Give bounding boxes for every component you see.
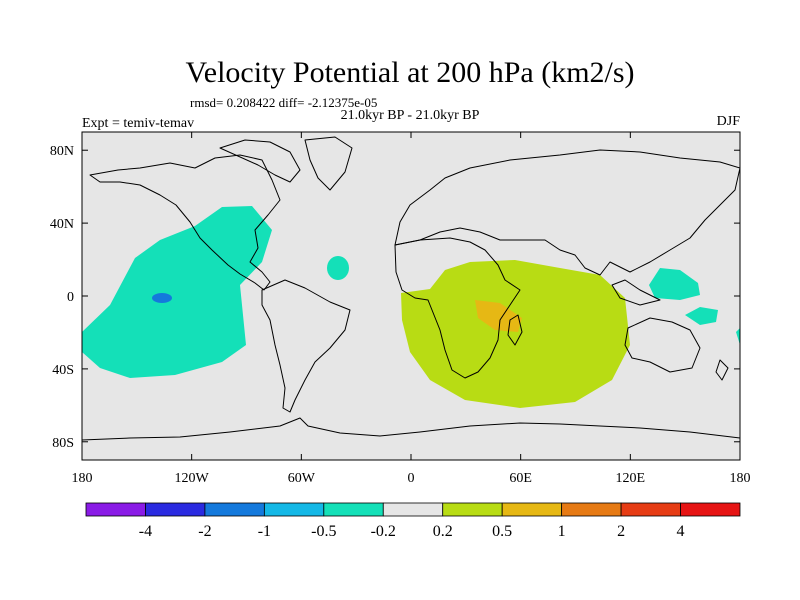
map-panel: 80N 40N 0 40S 80S 180 120W 60W 0 60E 120E 180 (50, 131, 751, 486)
lon-tick-label: 120E (616, 471, 646, 486)
colorbar-swatch (323, 502, 384, 517)
colorbar-label: 0.2 (433, 523, 453, 540)
coastlines (82, 136, 740, 441)
stats-label: rmsd= 0.208422 diff= -2.12375e-05 (190, 95, 377, 110)
colorbar-swatch (204, 502, 265, 517)
contour-positive-indian (401, 260, 630, 408)
colorbar-label: -0.5 (311, 523, 336, 540)
contour-negative-core (152, 293, 172, 303)
colorbar-swatch (145, 502, 206, 517)
lon-tick-label: 0 (408, 471, 415, 486)
lat-tick-label: 80N (50, 144, 74, 159)
colorbar-swatch (442, 502, 503, 517)
lat-axis: 80N 40N 0 40S 80S (50, 144, 740, 451)
lat-tick-label: 0 (67, 290, 74, 305)
africa-coast (394, 237, 521, 379)
maritime-continent-coast (611, 279, 661, 306)
new-zealand-coast (715, 359, 729, 381)
colorbar-label: 2 (617, 523, 625, 540)
lat-tick-label: 80S (52, 436, 74, 451)
australia-coast (624, 317, 701, 373)
contour-negative-westpacific-2 (685, 307, 718, 325)
south-america-coast (261, 279, 351, 413)
colorbar-swatch (680, 502, 741, 517)
period-label: 21.0kyr BP - 21.0kyr BP (341, 108, 480, 123)
contour-negative-edge (736, 328, 740, 345)
lon-tick-label: 60W (288, 471, 316, 486)
lon-axis: 180 120W 60W 0 60E 120E 180 (72, 132, 751, 486)
lon-tick-label: 180 (730, 471, 751, 486)
colorbar-label: -1 (258, 523, 271, 540)
colorbar-label: -2 (198, 523, 211, 540)
lon-tick-label: 60E (509, 471, 532, 486)
colorbar-swatch (620, 502, 681, 517)
lon-tick-label: 180 (72, 471, 93, 486)
lat-tick-label: 40S (52, 363, 74, 378)
greenland-coast (304, 136, 353, 191)
colorbar-label: 0.5 (492, 523, 512, 540)
contour-positive-core (475, 300, 522, 332)
eurasia-coast (394, 149, 740, 276)
antarctica-coast (82, 417, 740, 441)
colorbar-label: 4 (677, 523, 685, 540)
colorbar-swatch (561, 502, 622, 517)
lat-tick-label: 40N (50, 217, 74, 232)
contour-negative-pacific (82, 206, 272, 378)
season-label: DJF (717, 114, 741, 129)
colorbar-label: -0.2 (371, 523, 396, 540)
colorbar-swatch (501, 502, 563, 517)
colorbar-label: -4 (139, 523, 152, 540)
chart-title: Velocity Potential at 200 hPa (km2/s) (185, 56, 634, 89)
contour-negative-westpacific (649, 268, 700, 300)
madagascar-coast (507, 314, 523, 346)
colorbar: -4 -2 -1 -0.5 -0.2 0.2 0.5 1 2 4 (85, 502, 741, 540)
lon-tick-label: 120W (175, 471, 210, 486)
contour-fills (82, 206, 740, 408)
arctic-islands-coast (219, 139, 301, 183)
contour-negative-atlantic (327, 256, 349, 280)
north-america-coast (89, 154, 281, 291)
colorbar-swatch (85, 502, 146, 517)
colorbar-swatch (263, 502, 325, 517)
experiment-label: Expt = temiv-temav (82, 116, 194, 131)
colorbar-label: 1 (558, 523, 566, 540)
colorbar-swatch (382, 502, 444, 517)
